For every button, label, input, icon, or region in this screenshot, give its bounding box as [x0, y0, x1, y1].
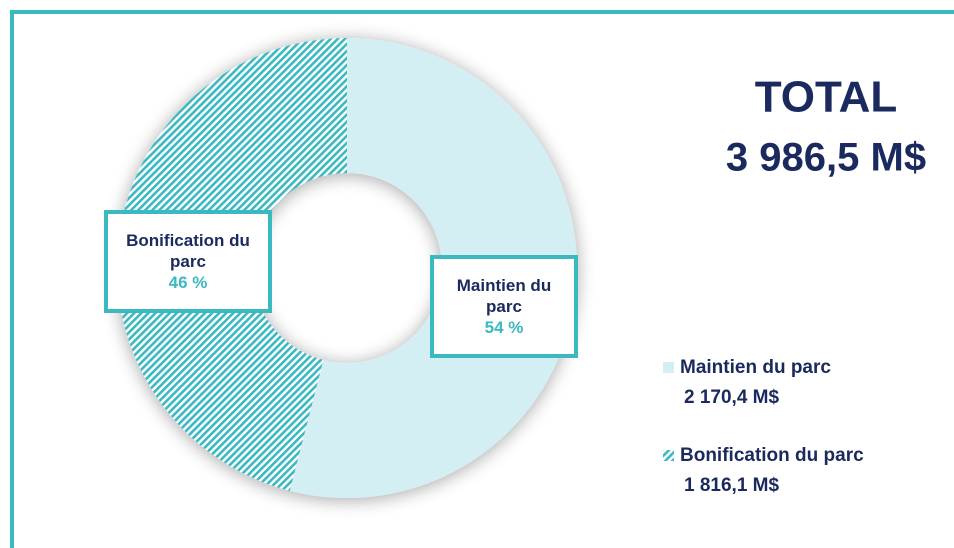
legend-amount: 2 170,4 M$	[684, 387, 779, 408]
total-value: 3 986,5 M$	[726, 136, 926, 180]
donut-slice	[289, 38, 577, 499]
callout-category: Maintien du parc	[456, 276, 552, 316]
callout-value: 46 %	[168, 273, 208, 292]
callout-box: Maintien du parc 54 %	[430, 255, 578, 358]
legend-swatch	[663, 450, 674, 461]
legend-label: Bonification du parc	[680, 445, 864, 466]
frame-left	[10, 10, 14, 548]
callout-category: Bonification du parc	[126, 231, 250, 271]
callout: Maintien du parc 54 %	[430, 255, 578, 358]
legend-label: Maintien du parc	[680, 357, 831, 378]
callout-box: Bonification du parc 46 %	[104, 210, 272, 313]
total-title: TOTAL	[755, 73, 898, 122]
callout-value: 54 %	[484, 318, 524, 337]
legend-amount: 1 816,1 M$	[684, 475, 779, 496]
legend-swatch	[663, 362, 674, 373]
callout: Bonification du parc 46 %	[104, 210, 272, 313]
frame-top	[10, 10, 954, 14]
